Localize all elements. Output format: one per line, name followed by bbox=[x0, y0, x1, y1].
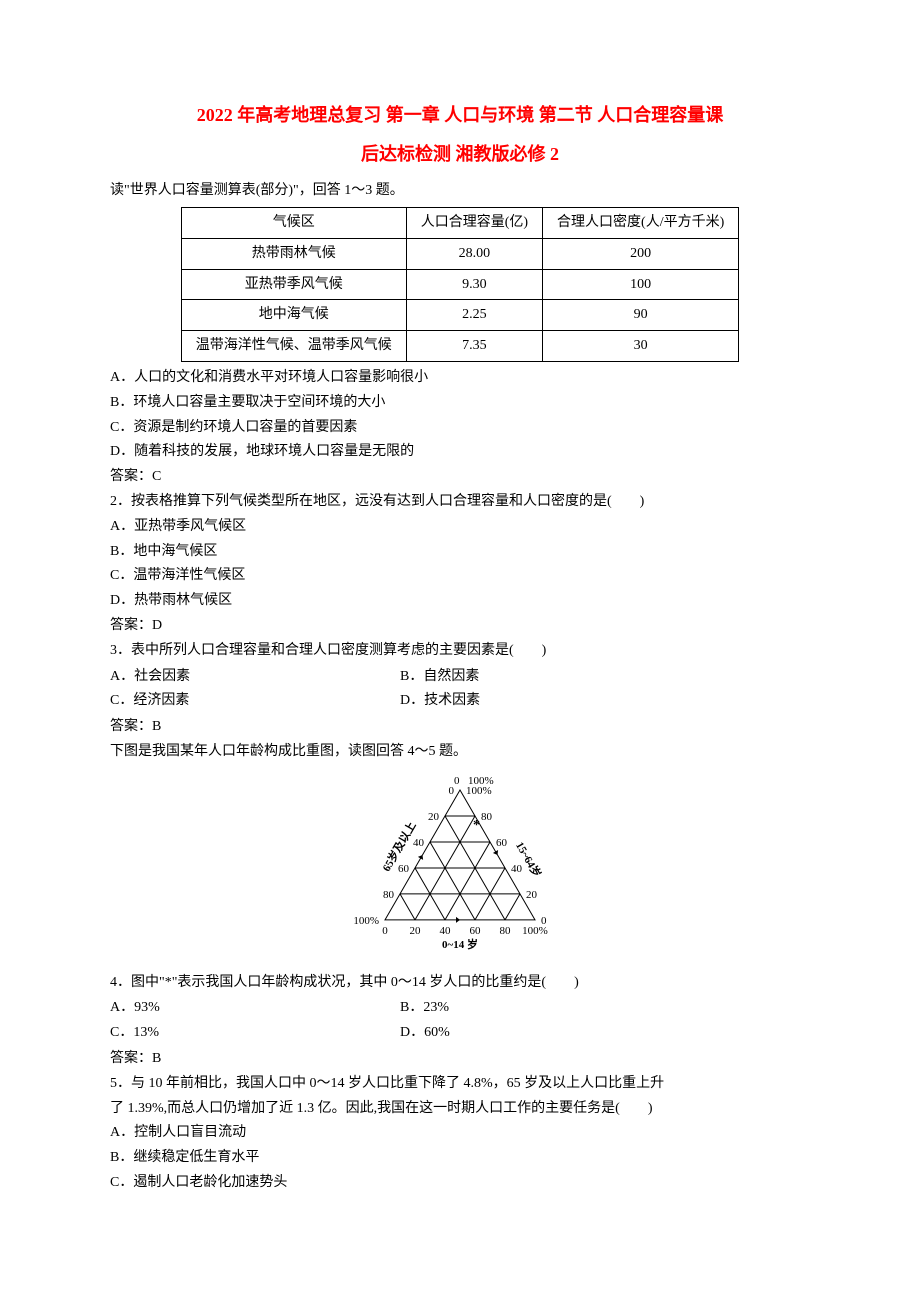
table-row: 温带海洋性气候、温带季风气候 7.35 30 bbox=[181, 331, 739, 362]
svg-text:0: 0 bbox=[382, 925, 388, 937]
q1-option-d: D．随着科技的发展，地球环境人口容量是无限的 bbox=[110, 440, 810, 464]
table-cell: 7.35 bbox=[406, 331, 542, 362]
table-header: 合理人口密度(人/平方千米) bbox=[543, 207, 739, 238]
q5-stem-line2: 了 1.39%,而总人口仍增加了近 1.3 亿。因此,我国在这一时期人口工作的主… bbox=[110, 1097, 810, 1121]
svg-text:60: 60 bbox=[496, 837, 508, 849]
table-header: 人口合理容量(亿) bbox=[406, 207, 542, 238]
q4-answer: 答案：B bbox=[110, 1047, 810, 1071]
q2-option-d: D．热带雨林气候区 bbox=[110, 589, 810, 613]
svg-text:20: 20 bbox=[428, 811, 440, 823]
svg-text:40: 40 bbox=[511, 863, 523, 875]
doc-title-line2: 后达标检测 湘教版必修 2 bbox=[110, 139, 810, 170]
svg-text:60: 60 bbox=[470, 925, 482, 937]
q4-stem: 4．图中"*"表示我国人口年龄构成状况，其中 0～14 岁人口的比重约是( ) bbox=[110, 971, 810, 995]
svg-text:40: 40 bbox=[413, 837, 425, 849]
q1-option-b: B．环境人口容量主要取决于空间环境的大小 bbox=[110, 391, 810, 415]
svg-text:100%: 100% bbox=[522, 925, 548, 937]
q5-option-c: C．遏制人口老龄化加速势头 bbox=[110, 1171, 810, 1195]
climate-table: 气候区 人口合理容量(亿) 合理人口密度(人/平方千米) 热带雨林气候 28.0… bbox=[181, 207, 740, 362]
svg-text:0: 0 bbox=[454, 775, 460, 787]
q2-answer: 答案：D bbox=[110, 614, 810, 638]
svg-text:80: 80 bbox=[383, 889, 395, 901]
svg-text:20: 20 bbox=[410, 925, 422, 937]
q2-option-c: C．温带海洋性气候区 bbox=[110, 564, 810, 588]
svg-text:20: 20 bbox=[526, 889, 538, 901]
q1-option-a: A．人口的文化和消费水平对环境人口容量影响很小 bbox=[110, 366, 810, 390]
table-cell: 热带雨林气候 bbox=[181, 238, 406, 269]
table-row: 亚热带季风气候 9.30 100 bbox=[181, 269, 739, 300]
q4-option-d: D．60% bbox=[400, 1021, 810, 1045]
table-cell: 9.30 bbox=[406, 269, 542, 300]
table-cell: 亚热带季风气候 bbox=[181, 269, 406, 300]
table-cell: 200 bbox=[543, 238, 739, 269]
ternary-chart: 0100%020406080100%100%806040200020406080… bbox=[330, 770, 590, 960]
svg-text:80: 80 bbox=[500, 925, 512, 937]
q4-option-a: A．93% bbox=[110, 996, 400, 1020]
svg-text:40: 40 bbox=[440, 925, 452, 937]
ternary-figure: 0100%020406080100%100%806040200020406080… bbox=[110, 770, 810, 969]
q3-answer: 答案：B bbox=[110, 715, 810, 739]
table-cell: 28.00 bbox=[406, 238, 542, 269]
q5-option-b: B．继续稳定低生育水平 bbox=[110, 1146, 810, 1170]
svg-text:0: 0 bbox=[449, 785, 455, 797]
q5-option-a: A．控制人口盲目流动 bbox=[110, 1121, 810, 1145]
svg-text:80: 80 bbox=[481, 811, 493, 823]
svg-text:60: 60 bbox=[398, 863, 410, 875]
intro-text: 读"世界人口容量测算表(部分)"，回答 1～3 题。 bbox=[110, 179, 810, 203]
q2-option-b: B．地中海气候区 bbox=[110, 540, 810, 564]
q4-option-c: C．13% bbox=[110, 1021, 400, 1045]
doc-title-line1: 2022 年高考地理总复习 第一章 人口与环境 第二节 人口合理容量课 bbox=[110, 100, 810, 131]
table-cell: 2.25 bbox=[406, 300, 542, 331]
q1-option-c: C．资源是制约环境人口容量的首要因素 bbox=[110, 416, 810, 440]
table-row: 地中海气候 2.25 90 bbox=[181, 300, 739, 331]
q2-stem: 2．按表格推算下列气候类型所在地区，远没有达到人口合理容量和人口密度的是( ) bbox=[110, 490, 810, 514]
q3-option-d: D．技术因素 bbox=[400, 689, 810, 713]
q2-option-a: A．亚热带季风气候区 bbox=[110, 515, 810, 539]
svg-text:0~14 岁: 0~14 岁 bbox=[442, 937, 478, 951]
q1-answer: 答案：C bbox=[110, 465, 810, 489]
q4-option-b: B．23% bbox=[400, 996, 810, 1020]
table-cell: 90 bbox=[543, 300, 739, 331]
q3-stem: 3．表中所列人口合理容量和合理人口密度测算考虑的主要因素是( ) bbox=[110, 639, 810, 663]
svg-text:*: * bbox=[473, 818, 480, 833]
q3-option-b: B．自然因素 bbox=[400, 665, 810, 689]
table-row: 热带雨林气候 28.00 200 bbox=[181, 238, 739, 269]
q3-option-c: C．经济因素 bbox=[110, 689, 400, 713]
q3-option-a: A．社会因素 bbox=[110, 665, 400, 689]
figure-intro: 下图是我国某年人口年龄构成比重图，读图回答 4～5 题。 bbox=[110, 740, 810, 764]
table-header: 气候区 bbox=[181, 207, 406, 238]
table-cell: 温带海洋性气候、温带季风气候 bbox=[181, 331, 406, 362]
table-cell: 30 bbox=[543, 331, 739, 362]
svg-text:100%: 100% bbox=[466, 785, 492, 797]
table-header-row: 气候区 人口合理容量(亿) 合理人口密度(人/平方千米) bbox=[181, 207, 739, 238]
table-cell: 地中海气候 bbox=[181, 300, 406, 331]
table-cell: 100 bbox=[543, 269, 739, 300]
q5-stem-line1: 5．与 10 年前相比，我国人口中 0～14 岁人口比重下降了 4.8%，65 … bbox=[110, 1072, 810, 1096]
svg-text:100%: 100% bbox=[353, 915, 379, 927]
